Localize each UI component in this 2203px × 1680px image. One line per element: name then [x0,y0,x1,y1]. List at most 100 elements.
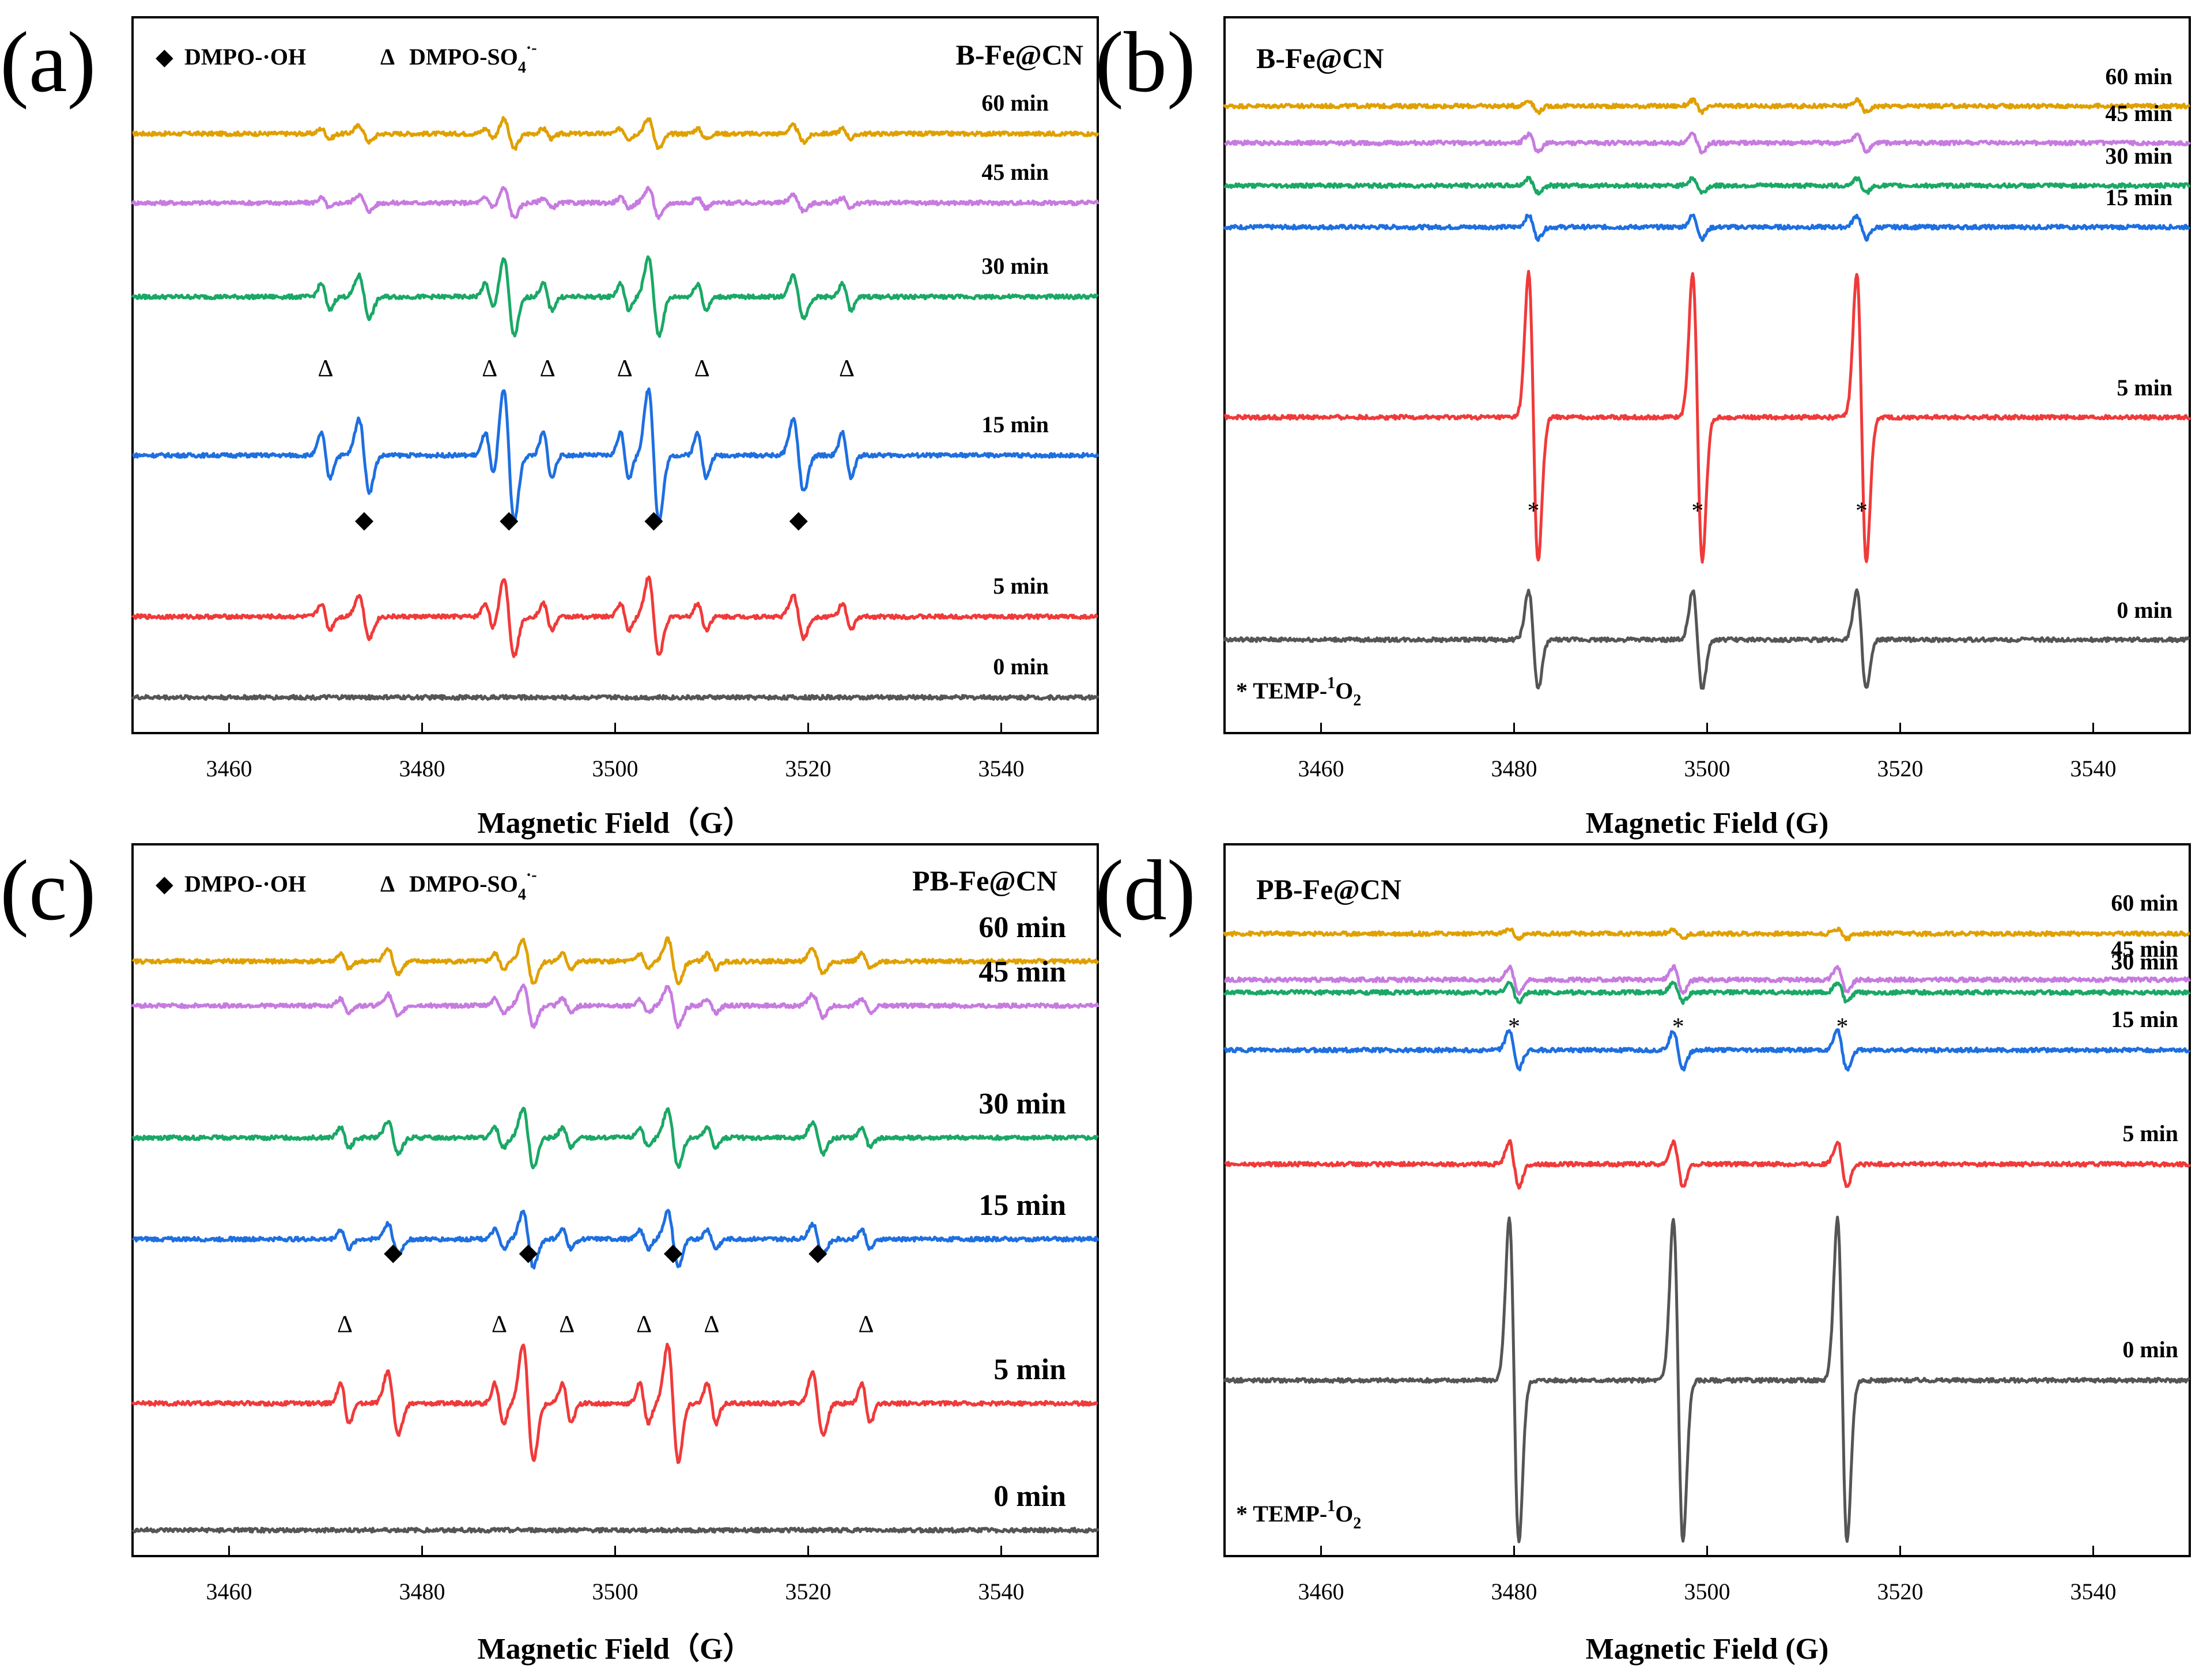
legend-symbol: Δ [380,871,395,897]
peak-marker: Δ [482,356,497,382]
spectrum-line-60-min [1223,97,2190,115]
panel-title: B-Fe@CN [956,39,1083,71]
x-axis-label: Magnetic Field (G) [1586,1633,1829,1666]
spectrum-line-5-min [1224,1139,2191,1190]
spectrum-line-5-min [1223,270,2191,564]
legend-symbol: ◆ [156,44,173,70]
series-label: 5 min [993,573,1049,599]
spectrum-line-5-min [131,575,1098,658]
peak-marker: Δ [540,356,556,382]
x-tick-label: 3480 [1491,1579,1537,1605]
panel-c: 3460 3480 3500 3520 3540 Magnetic Field（G） (c)… [0,843,1099,1666]
plot-frame [131,16,1099,734]
panel-b: 3460 3480 3500 3520 3540 Magnetic Field (G) (b… [1095,14,2191,840]
footnote-label: * TEMP-1O2 [1236,1497,1361,1532]
peak-marker: Δ [337,1311,353,1338]
peak-marker: * [1672,1014,1684,1040]
series-label: 15 min [2111,1006,2178,1032]
peak-marker: Δ [559,1311,575,1338]
x-tick-label: 3460 [206,1579,252,1605]
spectrum-line-15-min [131,1209,1099,1270]
spectrum-line-45-min [1224,131,2191,155]
series-label: 5 min [2122,1120,2178,1146]
spectrum-line-60-min [1223,926,2190,942]
series-label: 30 min [2105,143,2172,169]
x-tick-label: 3460 [206,756,252,782]
legend-label: DMPO-SO4·- [409,866,537,904]
x-tick-label: 3500 [1684,756,1730,782]
spectrum-line-15-min [1223,213,2191,242]
series-label: 30 min [981,253,1049,279]
peak-marker: Δ [617,356,633,382]
series-label: 0 min [2122,1337,2178,1362]
spectrum-line-0-min [1223,588,2190,690]
series-label: 0 min [993,654,1049,679]
x-tick-label: 3520 [1877,1579,1924,1605]
panel-title: PB-Fe@CN [1256,873,1401,905]
peak-marker: * [1528,498,1540,524]
legend-symbol: Δ [380,44,395,70]
peak-marker: Δ [858,1311,874,1338]
series-label: 45 min [981,159,1049,185]
series-label: 30 min [2111,949,2178,975]
series-label: 60 min [2111,890,2178,916]
x-axis-label: Magnetic Field (G) [1586,807,1829,840]
x-axis-label: Magnetic Field（G） [477,1632,753,1666]
footnote-label: * TEMP-1O2 [1236,674,1361,709]
panel-title: B-Fe@CN [1256,42,1384,74]
x-axis-label: Magnetic Field（G） [477,806,753,840]
series-label: 15 min [981,411,1049,437]
spectrum-line-45-min [131,983,1099,1029]
series-label: 0 min [2117,597,2172,623]
peak-marker: Δ [704,1311,719,1338]
peak-marker: Δ [839,356,855,382]
panel-d: 3460 3480 3500 3520 3540 Magnetic Field (G) (d… [1095,843,2191,1666]
legend-label: DMPO-·OH [184,871,306,897]
legend-label: DMPO-SO4·- [409,39,537,77]
spectrum-line-30-min [1223,980,2191,1005]
series-label: 45 min [2111,936,2178,962]
series-label: 60 min [2105,63,2172,89]
spectrum-line-45-min [1224,964,2191,996]
peak-marker: Δ [636,1311,652,1338]
series-label: 45 min [978,956,1066,988]
panel-label: (d) [1095,843,1196,938]
peak-marker: ◆ [644,507,663,533]
peak-marker: ◆ [664,1240,683,1266]
series-label: 15 min [978,1189,1066,1222]
x-tick-label: 3480 [399,756,445,782]
spectrum-line-30-min [131,255,1099,338]
peak-marker: ◆ [384,1240,403,1266]
spectrum-line-30-min [1223,176,2191,196]
spectrum-line-45-min [131,186,1099,220]
spectrum-line-5-min [131,1342,1098,1464]
series-label: 60 min [981,90,1049,116]
peak-marker: ◆ [355,507,374,533]
spectrum-line-60-min [132,116,1099,151]
peak-marker: Δ [318,356,333,382]
spectrum-line-15-min [1223,1028,2191,1072]
x-tick-label: 3520 [785,756,832,782]
x-tick-label: 3460 [1298,756,1344,782]
series-label: 60 min [978,911,1066,944]
x-tick-label: 3540 [2070,1579,2117,1605]
series-label: 15 min [2105,184,2172,210]
peak-marker: ◆ [789,507,808,533]
spectrum-line-0-min [1223,1215,2190,1543]
panel-label: (a) [0,14,96,110]
series-label: 0 min [993,1480,1066,1513]
peak-marker: ◆ [808,1240,827,1266]
spectrum-line-30-min [131,1107,1099,1169]
panel-a: 3460 3480 3500 3520 3540 Magnetic Field（G） (a)… [0,14,1099,840]
x-tick-label: 3480 [399,1579,445,1605]
series-label: 30 min [978,1088,1066,1120]
legend-label: DMPO-·OH [184,44,306,70]
legend-symbol: ◆ [156,871,173,897]
plot-frame [131,843,1099,1557]
x-tick-label: 3500 [592,1579,638,1605]
x-tick-label: 3500 [592,756,638,782]
x-tick-label: 3480 [1491,756,1537,782]
peak-marker: * [1691,498,1703,524]
peak-marker: ◆ [500,507,519,533]
